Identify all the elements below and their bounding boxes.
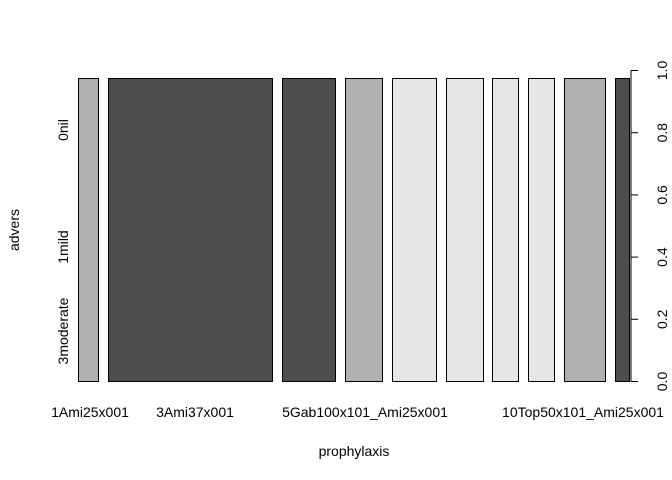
right-axis-tick-label-3: 0.6 [654,185,670,205]
bar-5 [392,78,437,382]
bar-3 [282,78,336,382]
right-axis: 0.0 0.2 0.4 0.6 0.8 1.0 [630,61,670,392]
bar-4 [345,78,383,382]
bar-8 [528,78,555,382]
bar-7 [492,78,519,382]
bars-group [78,78,630,382]
right-axis-tick-label-1: 0.2 [654,309,670,329]
x-tick-label-5gab100x101-ami25x001: 5Gab100x101_Ami25x001 [282,404,448,420]
x-axis-label: prophylaxis [319,443,390,459]
bar-2 [108,78,273,382]
y-axis-label: advers [6,209,22,251]
right-axis-tick-label-2: 0.4 [654,247,670,267]
right-axis-tick-label-4: 0.8 [654,123,670,143]
right-axis-ticks: 0.0 0.2 0.4 0.6 0.8 1.0 [631,61,670,392]
x-tick-labels: 1Ami25x001 3Ami37x001 5Gab100x101_Ami25x… [51,404,664,420]
y-category-3moderate: 3moderate [55,297,71,364]
bar-9 [564,78,606,382]
right-axis-tick-label-0: 0.0 [654,372,670,392]
right-axis-tick-label-5: 1.0 [654,61,670,81]
bar-1 [78,78,99,382]
y-category-labels: 0nil 1mild 3moderate [55,119,71,364]
bar-10 [615,78,630,382]
x-tick-label-10top50x101-ami25x001: 10Top50x101_Ami25x001 [502,404,664,420]
y-category-1mild: 1mild [55,230,71,263]
y-category-0nil: 0nil [55,119,71,141]
bar-6 [446,78,484,382]
x-tick-label-3ami37x001: 3Ami37x001 [156,404,234,420]
x-tick-label-1ami25x001: 1Ami25x001 [51,404,129,420]
